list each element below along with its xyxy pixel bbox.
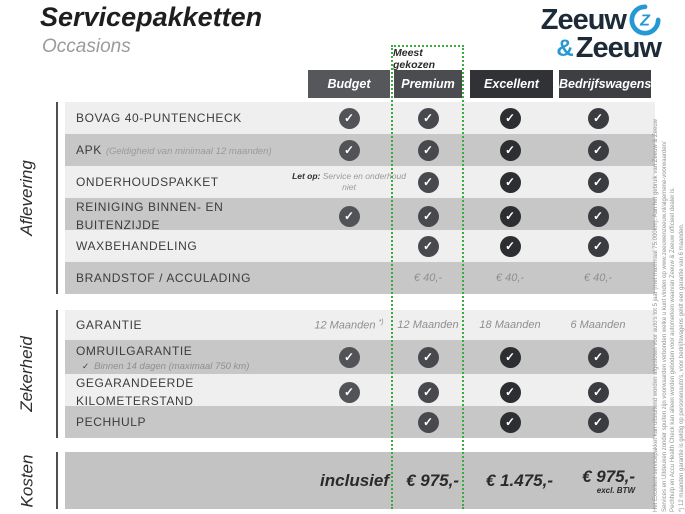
check-icon: ✓ [417,139,439,161]
section-label-kosten: Kosten [17,454,36,508]
table-row-garantie: GARANTIE 12 Maanden *) 12 Maanden 18 Maa… [65,310,655,340]
cell-value: 6 Maanden [570,319,626,331]
kosten-premium: € 975,- [406,470,459,490]
kosten-bedrijfswagens-sub: excl. BTW [596,485,635,495]
logo-z-icon: Z [629,4,661,36]
column-header-excellent: Excellent [470,70,553,98]
page-subtitle: Occasions [42,36,131,57]
table-row-bovag: BOVAG 40-PUNTENCHECK ✓ ✓ ✓ ✓ [65,102,655,134]
table-row-kilometerstand: GEGARANDEERDE KILOMETERSTAND ✓ ✓ ✓ ✓ [65,374,655,408]
row-label: BRANDSTOF / ACCULADING [76,271,252,285]
kosten-row: inclusief € 975,- € 1.475,- € 975,- excl… [65,452,655,509]
logo-ampersand: & [556,34,574,62]
check-icon: ✓ [338,205,360,227]
logo-word-2: Zeeuw [575,32,662,64]
check-icon: ✓ [417,107,439,129]
column-headers: Budget Premium Excellent Bedrijfswagens [65,70,655,98]
row-label: GARANTIE [76,318,143,332]
check-icon: ✓ [587,107,609,129]
table-row-brandstof: BRANDSTOF / ACCULADING € 40,- € 40,- € 4… [65,262,655,294]
column-header-premium: Premium [394,70,462,98]
row-label: BOVAG 40-PUNTENCHECK [76,111,242,125]
check-icon: ✓ [499,139,521,161]
check-icon: ✓ [499,346,521,368]
table-row-waxbehandeling: WAXBEHANDELING ✓ ✓ ✓ [65,230,655,262]
section-divider-zekerheid [56,310,58,438]
fineprint-line: Het Excellent-servicepakket kan uitsluit… [653,118,659,512]
table-section-aflevering: BOVAG 40-PUNTENCHECK ✓ ✓ ✓ ✓ APK (Geldigh… [65,102,655,294]
svg-text:Z: Z [639,13,651,30]
cell-value: 12 Maanden *) [314,318,384,332]
section-divider-aflevering [56,102,58,294]
table-row-omruilgarantie: OMRUILGARANTIE ✓ Binnen 14 dagen (maximaa… [65,340,655,374]
cell-value: € 40,- [583,272,613,284]
fineprint-disclaimer: Het Excellent-servicepakket kan uitsluit… [652,94,685,512]
check-icon: ✓ [499,205,521,227]
check-icon: ✓ [587,205,609,227]
check-icon: ✓ [499,171,521,193]
row-label: ONDERHOUDSPAKKET [76,175,219,189]
column-header-bedrijfswagens: Bedrijfswagens [559,70,652,98]
check-icon: ✓ [587,139,609,161]
column-header-budget: Budget [308,70,390,98]
section-label-kosten-box: Kosten [2,450,52,512]
section-label-aflevering-box: Aflevering [2,102,52,294]
premium-highlight-border-right [462,45,464,509]
table-row-apk: APK (Geldigheid van minimaal 12 maanden) … [65,134,655,166]
cell-value: € 40,- [495,272,525,284]
section-label-zekerheid-box: Zekerheid [2,310,52,438]
small-check-icon: ✓ [82,361,90,371]
check-icon: ✓ [499,235,521,257]
table-row-reiniging: REINIGING BINNEN- EN BUITENZIJDE ✓ ✓ ✓ ✓ [65,198,655,232]
row-label: GEGARANDEERDE KILOMETERSTAND [76,376,194,408]
check-icon: ✓ [587,411,609,433]
check-icon: ✓ [587,381,609,403]
budget-exception-note: Let op: Service en onderhoud niet [292,171,406,192]
premium-highlight-border-left [391,45,393,509]
kosten-bedrijfswagens: € 975,- excl. BTW [557,467,639,495]
check-icon: ✓ [587,235,609,257]
row-label: APK [76,143,102,157]
row-note: (Geldigheid van minimaal 12 maanden) [105,146,272,157]
section-label-zekerheid: Zekerheid [17,336,37,412]
fineprint-line: Services en Uitdeuken zonder spuiten zij… [661,141,668,512]
check-icon: ✓ [338,139,360,161]
check-icon: ✓ [417,235,439,257]
page-title: Servicepakketten [40,2,263,32]
check-icon: ✓ [417,411,439,433]
table-row-pechhulp: PECHHULP ✓ ✓ ✓ [65,406,655,438]
logo-word-1: Zeeuw [540,3,627,36]
table-row-onderhoudspakket: ONDERHOUDSPAKKET Let op: Service en onde… [65,166,655,198]
fineprint-line: *) 12 maanden garantie is geldig op pers… [678,223,685,512]
check-icon: ✓ [417,171,439,193]
section-label-aflevering: Aflevering [17,160,37,236]
check-icon: ✓ [338,346,360,368]
kosten-budget: inclusief [320,470,389,490]
zeeuw-logo: Zeeuw Z & Zeeuw [540,3,662,64]
row-label: REINIGING BINNEN- EN BUITENZIJDE [76,200,224,232]
most-chosen-badge: Meest gekozen [391,45,464,71]
cell-value: 12 Maanden [397,319,459,331]
cell-value: € 40,- [413,272,443,284]
check-icon: ✓ [417,205,439,227]
check-icon: ✓ [587,346,609,368]
check-icon: ✓ [499,411,521,433]
check-icon: ✓ [417,346,439,368]
table-section-zekerheid: GARANTIE 12 Maanden *) 12 Maanden 18 Maa… [65,310,655,438]
check-icon: ✓ [417,381,439,403]
row-sub-note: ✓ Binnen 14 dagen (maximaal 750 km) [82,361,250,372]
fineprint-line: Pechhulp en Accu Health Check kan alleen… [670,186,676,512]
section-divider-kosten [56,452,58,509]
check-icon: ✓ [338,381,360,403]
cell-value: 18 Maanden [479,319,541,331]
row-label: WAXBEHANDELING [76,239,198,253]
check-icon: ✓ [338,107,360,129]
check-icon: ✓ [587,171,609,193]
row-label: PECHHULP [76,415,147,429]
check-icon: ✓ [499,381,521,403]
check-icon: ✓ [499,107,521,129]
kosten-excellent: € 1.475,- [485,470,553,490]
row-label: OMRUILGARANTIE [76,344,193,358]
